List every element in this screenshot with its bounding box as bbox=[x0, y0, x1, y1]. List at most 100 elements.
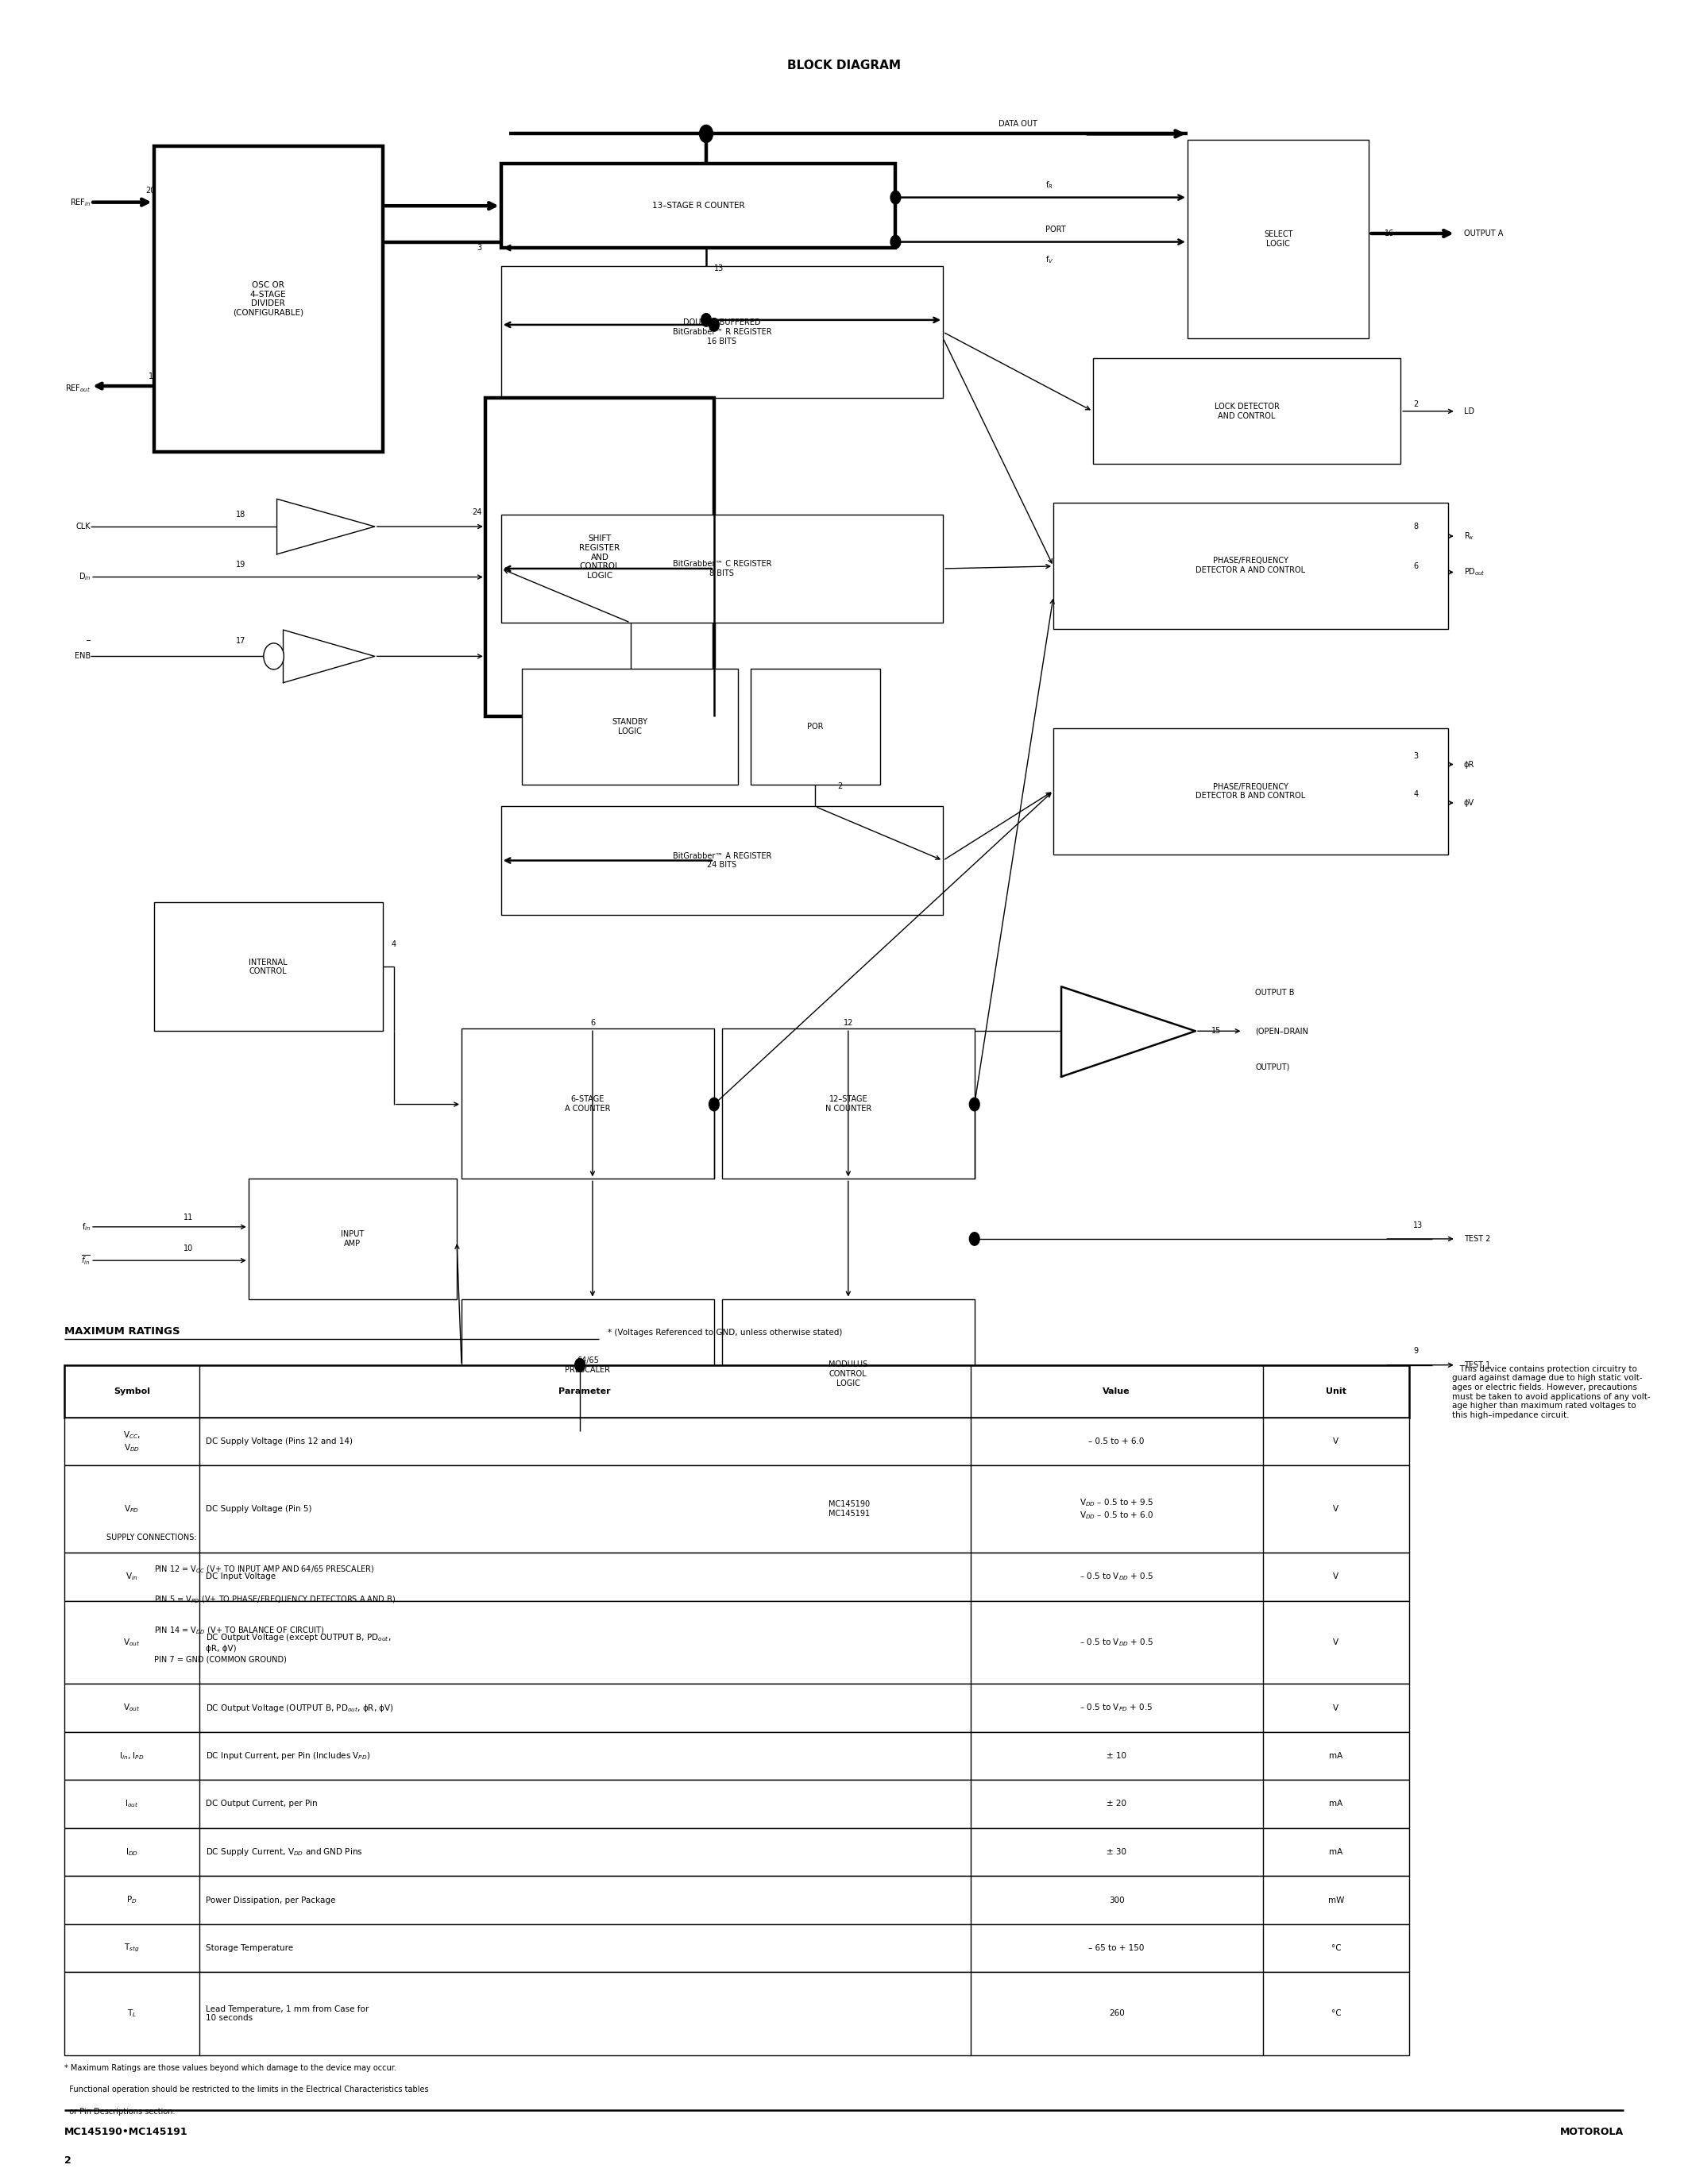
Text: DC Output Voltage (OUTPUT B, PD$_{out}$, ϕR, ϕV): DC Output Voltage (OUTPUT B, PD$_{out}$,… bbox=[206, 1701, 393, 1714]
Text: DC Input Current, per Pin (Includes V$_{PD}$): DC Input Current, per Pin (Includes V$_{… bbox=[206, 1749, 371, 1762]
Text: $\overline{f_{in}}$: $\overline{f_{in}}$ bbox=[81, 1254, 91, 1267]
Text: – 0.5 to V$_{DD}$ + 0.5: – 0.5 to V$_{DD}$ + 0.5 bbox=[1079, 1570, 1155, 1583]
Text: mA: mA bbox=[1328, 1800, 1344, 1808]
Text: DC Supply Current, V$_{DD}$ and GND Pins: DC Supply Current, V$_{DD}$ and GND Pins bbox=[206, 1845, 363, 1859]
Circle shape bbox=[263, 644, 284, 668]
Text: 19: 19 bbox=[236, 561, 245, 570]
Text: Power Dissipation, per Package: Power Dissipation, per Package bbox=[206, 1896, 336, 1904]
Text: f$_{in}$: f$_{in}$ bbox=[81, 1221, 91, 1232]
Text: ENB: ENB bbox=[74, 653, 91, 660]
Text: 24: 24 bbox=[473, 509, 483, 515]
Circle shape bbox=[709, 1099, 719, 1112]
Text: MC145190•MC145191: MC145190•MC145191 bbox=[64, 2127, 187, 2138]
Text: MODULUS
CONTROL
LOGIC: MODULUS CONTROL LOGIC bbox=[829, 1361, 868, 1387]
Text: SUPPLY CONNECTIONS:: SUPPLY CONNECTIONS: bbox=[106, 1533, 197, 1542]
Text: PHASE/FREQUENCY
DETECTOR B AND CONTROL: PHASE/FREQUENCY DETECTOR B AND CONTROL bbox=[1195, 782, 1305, 799]
Text: V$_{out}$: V$_{out}$ bbox=[123, 1701, 140, 1714]
Text: DC Supply Voltage (Pins 12 and 14): DC Supply Voltage (Pins 12 and 14) bbox=[206, 1437, 353, 1446]
Text: 18: 18 bbox=[236, 511, 245, 518]
Text: 13–STAGE R COUNTER: 13–STAGE R COUNTER bbox=[652, 201, 744, 210]
Text: 8: 8 bbox=[1413, 522, 1418, 531]
Circle shape bbox=[699, 124, 712, 142]
Text: T$_L$: T$_L$ bbox=[127, 2007, 137, 2020]
Text: – 0.5 to V$_{PD}$ + 0.5: – 0.5 to V$_{PD}$ + 0.5 bbox=[1080, 1701, 1153, 1714]
Text: 3: 3 bbox=[1413, 751, 1418, 760]
Text: MAXIMUM RATINGS: MAXIMUM RATINGS bbox=[64, 1326, 181, 1337]
Text: DC Output Current, per Pin: DC Output Current, per Pin bbox=[206, 1800, 317, 1808]
Text: 10: 10 bbox=[184, 1245, 194, 1251]
FancyBboxPatch shape bbox=[1053, 729, 1448, 854]
Text: 3: 3 bbox=[478, 245, 483, 251]
Text: 17: 17 bbox=[236, 638, 245, 644]
FancyBboxPatch shape bbox=[154, 902, 383, 1031]
Text: REF$_{out}$: REF$_{out}$ bbox=[66, 382, 91, 393]
Text: D$_{in}$: D$_{in}$ bbox=[78, 572, 91, 583]
Text: V$_{PD}$: V$_{PD}$ bbox=[125, 1503, 138, 1516]
Text: – 0.5 to V$_{DD}$ + 0.5: – 0.5 to V$_{DD}$ + 0.5 bbox=[1079, 1636, 1155, 1649]
Text: 64/65
PRESCALER: 64/65 PRESCALER bbox=[565, 1356, 611, 1374]
Text: DATA OUT: DATA OUT bbox=[998, 120, 1036, 129]
FancyBboxPatch shape bbox=[64, 1465, 1409, 1553]
Text: BitGrabber™ A REGISTER
24 BITS: BitGrabber™ A REGISTER 24 BITS bbox=[672, 852, 771, 869]
Text: INPUT
AMP: INPUT AMP bbox=[341, 1230, 365, 1247]
Circle shape bbox=[701, 314, 711, 328]
Text: 1: 1 bbox=[149, 373, 154, 380]
Text: INTERNAL
CONTROL: INTERNAL CONTROL bbox=[248, 959, 287, 976]
FancyBboxPatch shape bbox=[154, 146, 383, 452]
Text: CLK: CLK bbox=[76, 522, 91, 531]
Text: OUTPUT A: OUTPUT A bbox=[1463, 229, 1502, 238]
FancyBboxPatch shape bbox=[501, 266, 944, 397]
Text: 11: 11 bbox=[184, 1214, 194, 1221]
Text: f$_R$: f$_R$ bbox=[1045, 179, 1053, 190]
FancyBboxPatch shape bbox=[722, 1299, 974, 1450]
Text: TEST 1: TEST 1 bbox=[1463, 1361, 1491, 1369]
Text: ± 20: ± 20 bbox=[1107, 1800, 1126, 1808]
FancyBboxPatch shape bbox=[64, 1972, 1409, 2055]
FancyBboxPatch shape bbox=[501, 515, 944, 622]
Text: (OPEN–DRAIN: (OPEN–DRAIN bbox=[1256, 1026, 1308, 1035]
Text: DC Input Voltage: DC Input Voltage bbox=[206, 1572, 275, 1581]
Text: V: V bbox=[1334, 1572, 1339, 1581]
FancyBboxPatch shape bbox=[522, 668, 738, 784]
Text: SELECT
LOGIC: SELECT LOGIC bbox=[1264, 229, 1293, 247]
Text: MC145190
MC145191: MC145190 MC145191 bbox=[829, 1500, 869, 1518]
FancyBboxPatch shape bbox=[64, 1417, 1409, 1465]
Text: mW: mW bbox=[1328, 1896, 1344, 1904]
Text: 15: 15 bbox=[1212, 1026, 1220, 1035]
Polygon shape bbox=[277, 498, 375, 555]
FancyBboxPatch shape bbox=[1188, 140, 1369, 339]
Text: V: V bbox=[1334, 1505, 1339, 1514]
Text: Storage Temperature: Storage Temperature bbox=[206, 1944, 294, 1952]
Polygon shape bbox=[284, 629, 375, 684]
Circle shape bbox=[891, 236, 901, 249]
FancyBboxPatch shape bbox=[461, 1299, 714, 1431]
Text: °C: °C bbox=[1332, 1944, 1340, 1952]
Text: P$_D$: P$_D$ bbox=[127, 1894, 137, 1907]
Text: I$_{DD}$: I$_{DD}$ bbox=[125, 1845, 138, 1859]
Text: OUTPUT): OUTPUT) bbox=[1256, 1064, 1290, 1070]
FancyBboxPatch shape bbox=[1053, 502, 1448, 629]
Text: SHIFT
REGISTER
AND
CONTROL
LOGIC: SHIFT REGISTER AND CONTROL LOGIC bbox=[579, 535, 619, 579]
FancyBboxPatch shape bbox=[64, 1601, 1409, 1684]
Text: T$_{stg}$: T$_{stg}$ bbox=[123, 1942, 140, 1955]
Text: LOCK DETECTOR
AND CONTROL: LOCK DETECTOR AND CONTROL bbox=[1214, 402, 1280, 419]
Circle shape bbox=[891, 190, 901, 203]
Text: PHASE/FREQUENCY
DETECTOR A AND CONTROL: PHASE/FREQUENCY DETECTOR A AND CONTROL bbox=[1195, 557, 1305, 574]
FancyBboxPatch shape bbox=[64, 1780, 1409, 1828]
Text: ϕV: ϕV bbox=[1463, 799, 1474, 806]
Text: Parameter: Parameter bbox=[559, 1387, 611, 1396]
FancyBboxPatch shape bbox=[751, 668, 879, 784]
FancyBboxPatch shape bbox=[248, 1179, 457, 1299]
Text: 6: 6 bbox=[591, 1018, 594, 1026]
Text: 16: 16 bbox=[1384, 229, 1394, 238]
Text: MOTOROLA: MOTOROLA bbox=[1560, 2127, 1624, 2138]
Text: °C: °C bbox=[1332, 2009, 1340, 2018]
Text: STANDBY
LOGIC: STANDBY LOGIC bbox=[611, 719, 648, 736]
Text: 4: 4 bbox=[392, 941, 397, 948]
Text: Unit: Unit bbox=[1325, 1387, 1347, 1396]
Text: 2: 2 bbox=[837, 782, 842, 791]
Text: – 65 to + 150: – 65 to + 150 bbox=[1089, 1944, 1144, 1952]
Text: R$_x$: R$_x$ bbox=[1463, 531, 1474, 542]
Text: PIN 12 = V$_{CC}$ (V+ TO INPUT AMP AND 64/65 PRESCALER): PIN 12 = V$_{CC}$ (V+ TO INPUT AMP AND 6… bbox=[154, 1564, 375, 1575]
Text: V: V bbox=[1334, 1437, 1339, 1446]
